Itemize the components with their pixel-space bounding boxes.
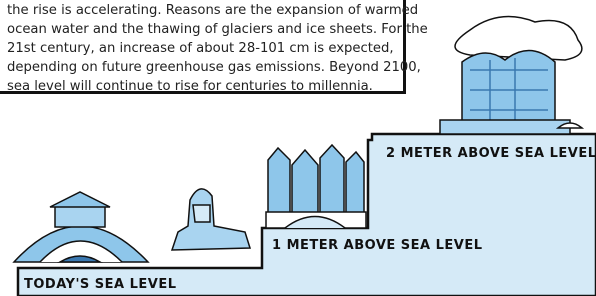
bridge [14,192,148,262]
label-two-meter: 2 METER ABOVE SEA LEVEL [386,146,596,161]
text-line: depending on future greenhouse gas emiss… [7,58,403,77]
concert-hall [440,17,582,134]
label-one-meter: 1 METER ABOVE SEA LEVEL [272,238,483,253]
canal-houses [266,145,366,228]
text-line: ocean water and the thawing of glaciers … [7,20,403,39]
text-line: sea level will continue to rise for cent… [7,77,403,96]
text-line: the rise is accelerating. Reasons are th… [7,1,403,20]
text-line: 21st century, an increase of about 28-10… [7,39,403,58]
page: the rise is accelerating. Reasons are th… [0,0,596,296]
sphinx [172,189,250,250]
text-box: the rise is accelerating. Reasons are th… [0,0,406,94]
label-today: TODAY'S SEA LEVEL [24,277,177,292]
